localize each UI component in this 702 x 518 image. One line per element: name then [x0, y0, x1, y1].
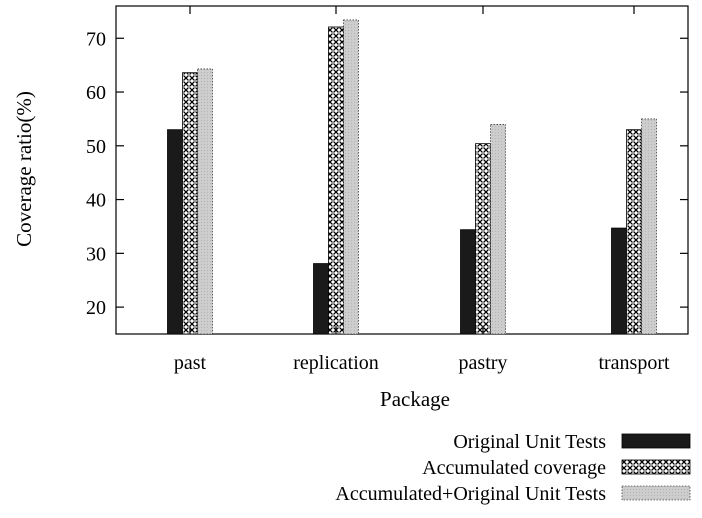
- x-tick-label: replication: [293, 352, 379, 374]
- x-axis-title: Package: [380, 387, 450, 411]
- bar-pastry-series-0: [460, 229, 476, 335]
- legend-label-1: Accumulated coverage: [422, 457, 606, 479]
- bar-transport-series-0: [611, 227, 627, 335]
- bars-group: [167, 19, 657, 335]
- bar-replication-series-1: [328, 26, 344, 335]
- legend-label-0: Original Unit Tests: [453, 431, 606, 453]
- y-tick-label: 60: [86, 82, 106, 104]
- y-axis-title: Coverage ratio(%): [12, 91, 36, 247]
- bar-pastry-series-2: [490, 123, 506, 335]
- plot-frame: [115, 5, 689, 335]
- y-tick-label: 70: [86, 28, 106, 50]
- bar-transport-series-1: [626, 129, 642, 335]
- y-tick-label: 50: [86, 136, 106, 158]
- y-axis-ticks: 20 30 40 50 60 70: [86, 28, 688, 319]
- y-tick-label: 40: [86, 190, 106, 212]
- bar-past-series-0: [167, 129, 183, 335]
- bar-replication-series-2: [343, 19, 359, 335]
- y-tick-label: 30: [86, 243, 106, 265]
- legend-swatch-1: [621, 459, 691, 475]
- x-tick-label: past: [174, 352, 207, 374]
- bar-replication-series-0: [313, 263, 329, 335]
- bar-past-series-1: [182, 72, 198, 335]
- bar-past-series-2: [197, 68, 213, 335]
- bar-transport-series-2: [641, 118, 657, 335]
- x-tick-label: transport: [598, 352, 670, 374]
- legend: Original Unit Tests Accumulated coverage A…: [335, 431, 691, 505]
- legend-swatch-2: [621, 485, 691, 501]
- x-axis-ticks: past replication pastry transport: [174, 6, 670, 374]
- bar-pastry-series-1: [475, 143, 491, 335]
- legend-label-2: Accumulated+Original Unit Tests: [335, 483, 606, 505]
- plot-area: [115, 5, 689, 335]
- y-tick-label: 20: [86, 297, 106, 319]
- legend-swatch-0: [621, 433, 691, 449]
- x-tick-label: pastry: [459, 352, 508, 374]
